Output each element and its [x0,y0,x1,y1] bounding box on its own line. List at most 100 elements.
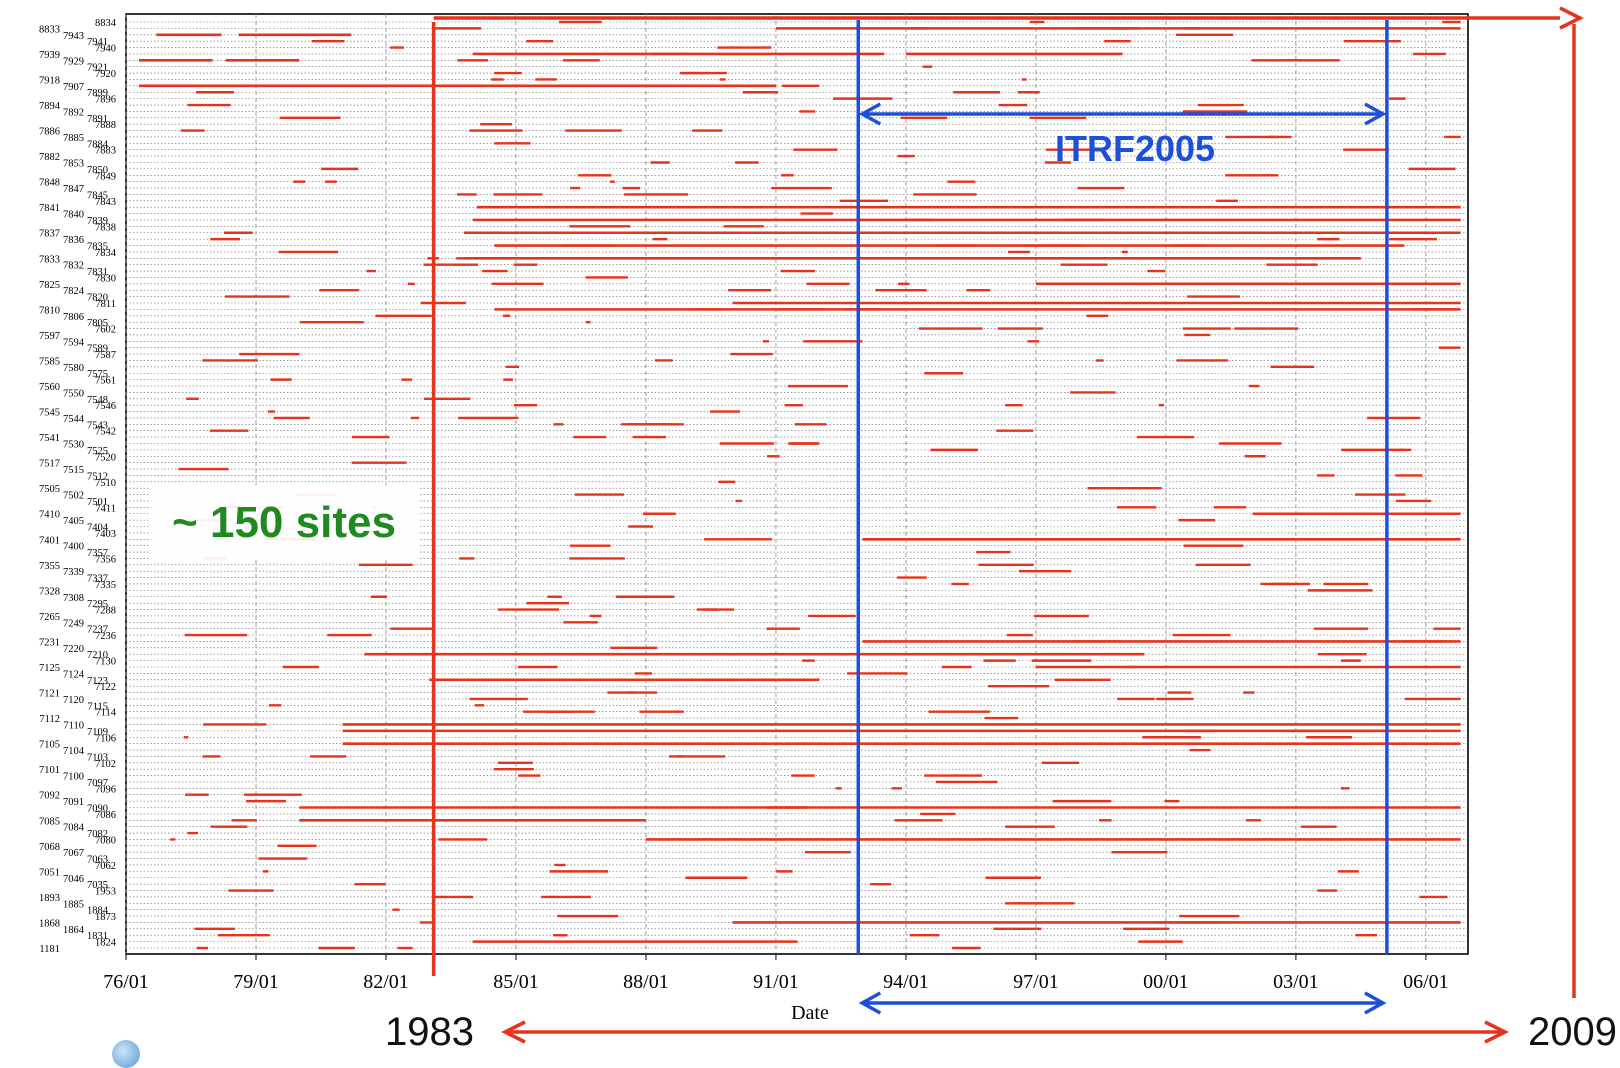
y-tick-label: 7210 [87,650,108,661]
y-tick-label: 7515 [63,465,84,476]
y-tick-label: 7941 [87,37,108,48]
y-tick-label: 7092 [39,791,60,802]
y-tick-label: 7105 [39,740,60,751]
y-tick-label: 7546 [95,401,116,412]
y-tick-label: 7112 [39,714,60,725]
y-tick-label: 7335 [95,580,116,591]
y-tick-label: 7501 [87,497,108,508]
y-tick-label: 1884 [87,906,109,917]
y-tick-label: 7308 [63,593,84,604]
y-tick-label: 7831 [87,267,108,278]
y-tick-label: 7882 [39,152,60,163]
y-tick-label: 7130 [95,657,116,668]
y-tick-label: 7843 [95,197,116,208]
y-tick-label: 7918 [39,75,60,86]
y-tick-label: 7410 [39,510,60,521]
y-tick-label: 7356 [95,554,116,565]
y-tick-label: 8834 [95,18,117,29]
y-tick-label: 1885 [63,899,84,910]
y-tick-label: 7090 [87,804,108,815]
y-tick-label: 7891 [87,114,108,125]
x-tick-label: 76/01 [103,971,149,993]
y-tick-label: 7530 [63,439,84,450]
y-tick-label: 7929 [63,56,84,67]
y-tick-label: 7920 [95,69,116,80]
y-tick-label: 7100 [63,772,84,783]
y-tick-label: 7602 [95,325,116,336]
itrf-bottom-arrow-left-head [858,991,882,1015]
plot-frame [125,13,1469,955]
y-tick-label: 7062 [95,861,116,872]
y-tick-label: 7840 [63,210,84,221]
x-tick-label: 79/01 [233,971,279,993]
y-tick-label: 7824 [63,286,85,297]
itrf2005-label: ITRF2005 [1055,128,1216,169]
y-tick-label: 7885 [63,133,84,144]
y-tick-label: 7510 [95,478,116,489]
y-tick-label: 7106 [95,733,116,744]
y-tick-label: 7265 [39,612,60,623]
y-tick-label: 7035 [87,880,108,891]
y-tick-label: 7845 [87,190,108,201]
y-tick-label: 7850 [87,165,108,176]
y-tick-label: 7548 [87,395,108,406]
y-tick-label: 1831 [87,931,108,942]
itrf-top-arrow-left-head [858,102,882,126]
y-tick-label: 7597 [39,331,60,342]
y-tick-label: 7847 [63,184,84,195]
y-tick-label: 7096 [95,784,116,795]
y-tick-label: 7121 [39,689,60,700]
itrf-bottom-arrow-right-head [1364,991,1387,1015]
y-tick-label: 7355 [39,561,60,572]
y-tick-label: 7328 [39,586,60,597]
y-tick-label: 7542 [95,427,116,438]
x-tick-label: 97/01 [1013,971,1059,993]
globe-logo-icon [112,1040,140,1068]
y-tick-label: 7836 [63,235,84,246]
y-tick-label: 1953 [95,887,116,898]
y-tick-label: 7051 [39,867,60,878]
y-tick-label: 7120 [63,695,84,706]
y-tick-label: 7122 [95,682,116,693]
y-tick-label: 7520 [95,452,116,463]
y-tick-label: 7124 [63,669,85,680]
y-tick-label: 7512 [87,471,108,482]
x-tick-label: 03/01 [1273,971,1319,993]
y-tick-label: 7337 [87,574,108,585]
y-tick-label: 7580 [63,363,84,374]
y-tick-label: 7068 [39,842,60,853]
y-tick-label: 7236 [95,631,116,642]
y-tick-label: 7080 [95,835,116,846]
y-tick-label: 7091 [63,797,84,808]
overlay-lines [431,6,1584,1044]
y-tick-label: 7109 [87,727,108,738]
y-tick-label: 7830 [95,273,116,284]
y-tick-label: 7544 [63,414,85,425]
y-tick-label: 7839 [87,216,108,227]
y-tick-label: 7084 [63,823,85,834]
y-tick-label: 7820 [87,293,108,304]
y-tick-label: 7921 [87,63,108,74]
top-arrow-head [1559,6,1584,30]
y-tick-label: 7102 [95,759,116,770]
y-tick-label: 7883 [95,146,116,157]
y-tick-label: 1181 [39,944,60,955]
y-tick-label: 7063 [87,855,108,866]
y-tick-label: 7295 [87,599,108,610]
y-tick-label: 7594 [63,337,85,348]
y-tick-label: 1864 [63,925,85,936]
y-tick-label: 7502 [63,491,84,502]
y-tick-label: 7103 [87,752,108,763]
y-tick-label: 8833 [39,24,60,35]
period-arrow-left-head [501,1020,526,1044]
y-tick-label: 7939 [39,50,60,61]
y-tick-label: 7943 [63,31,84,42]
x-tick-label: 85/01 [493,971,539,993]
y-tick-label: 7249 [63,618,84,629]
x-tick-label: 94/01 [883,971,929,993]
y-tick-label: 7899 [87,88,108,99]
y-tick-label: 7525 [87,446,108,457]
y-tick-label: 7123 [87,676,108,687]
y-tick-label: 7231 [39,637,60,648]
y-tick-label: 7833 [39,254,60,265]
